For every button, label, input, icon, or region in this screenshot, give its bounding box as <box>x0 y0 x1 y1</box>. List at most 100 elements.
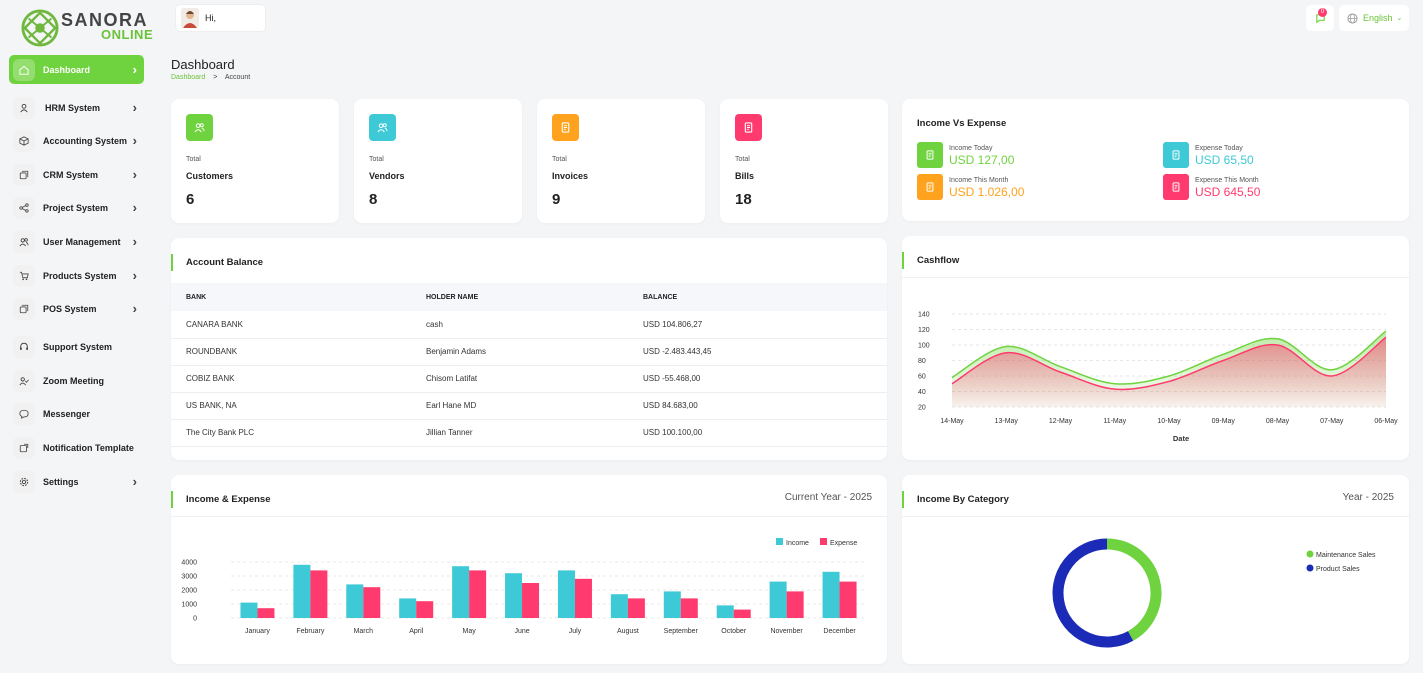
bar-income-october[interactable] <box>716 605 734 618</box>
users-icon <box>19 237 29 246</box>
breadcrumb: Dashboard > Account <box>171 74 250 81</box>
bank-cell: ROUNDBANK <box>171 338 411 366</box>
legend-label: Product Sales <box>1316 566 1360 573</box>
donut-slice-product-sales[interactable] <box>1052 538 1134 648</box>
accent-bar <box>171 491 173 508</box>
stat-card-vendors[interactable]: Total Vendors 8 <box>354 99 522 223</box>
notification-button[interactable]: 0 <box>1306 5 1334 31</box>
sidebar-item-pos-system[interactable]: POS System › <box>9 294 144 323</box>
bar-income-december[interactable] <box>822 571 840 618</box>
bar-income-january[interactable] <box>240 602 258 618</box>
bar-income-november[interactable] <box>769 581 787 618</box>
stat-name: Vendors <box>369 171 405 181</box>
bar-expense-december[interactable] <box>839 581 857 618</box>
cashflow-header: Cashflow <box>902 236 1409 278</box>
bar-income-april[interactable] <box>399 598 417 618</box>
bar-expense-june[interactable] <box>522 583 540 618</box>
sidebar-icon-wrap <box>13 369 35 392</box>
sidebar-item-accounting-system[interactable]: Accounting System › <box>9 126 144 155</box>
table-row[interactable]: The City Bank PLC Jillian Tanner USD 100.1… <box>171 419 887 447</box>
bar-expense-november[interactable] <box>786 591 804 618</box>
bar-expense-september[interactable] <box>680 598 698 618</box>
sidebar-item-dashboard[interactable]: Dashboard › <box>9 55 144 84</box>
y-tick-label: 100 <box>918 343 930 350</box>
breadcrumb-home[interactable]: Dashboard <box>171 74 206 81</box>
donut-slice-maintenance-sales[interactable] <box>1106 538 1162 641</box>
stat-total-label: Total <box>735 156 750 163</box>
bar-expense-may[interactable] <box>469 570 487 618</box>
bar-income-july[interactable] <box>557 570 575 618</box>
sidebar-item-messenger[interactable]: Messenger <box>9 399 144 428</box>
x-tick-label: September <box>664 628 699 635</box>
column-header: HOLDER NAME <box>411 283 628 311</box>
bar-income-february[interactable] <box>293 564 311 618</box>
sidebar-item-user-management[interactable]: User Management › <box>9 227 144 256</box>
x-tick-label: January <box>245 628 270 635</box>
sidebar-item-label: User Management <box>43 236 121 247</box>
y-tick-label: 80 <box>918 358 926 365</box>
bar-expense-january[interactable] <box>257 608 275 618</box>
sidebar-item-crm-system[interactable]: CRM System › <box>9 160 144 189</box>
stat-value: 18 <box>735 191 752 208</box>
bar-expense-october[interactable] <box>733 609 751 618</box>
ie-text: Income Today USD 127,00 <box>949 142 1014 167</box>
sidebar-item-label: Dashboard <box>43 64 91 75</box>
sidebar-item-settings[interactable]: Settings › <box>9 467 144 496</box>
x-tick-label: July <box>569 628 582 635</box>
cashflow-line-1 <box>951 336 1387 391</box>
x-tick-label: November <box>770 628 803 635</box>
bar-income-may[interactable] <box>452 566 470 618</box>
ie-item-income-today: Income Today USD 127,00 <box>917 142 1014 168</box>
sidebar-item-notification-template[interactable]: Notification Template <box>9 433 144 462</box>
bar-expense-august[interactable] <box>627 598 645 618</box>
table-row[interactable]: ROUNDBANK Benjamin Adams USD -2.483.443,45 <box>171 338 887 366</box>
table-row[interactable]: COBIZ BANK Chisom Latifat USD -55.468,00 <box>171 365 887 393</box>
sidebar-icon-wrap <box>13 230 35 253</box>
document-icon <box>744 122 753 133</box>
stat-icon-wrap <box>369 114 396 141</box>
table-row[interactable]: CANARA BANK cash USD 104.806,27 <box>171 311 887 339</box>
sidebar-icon-wrap <box>13 470 35 493</box>
sidebar-item-label: Zoom Meeting <box>43 375 104 386</box>
sidebar-item-zoom-meeting[interactable]: Zoom Meeting <box>9 366 144 395</box>
bar-income-august[interactable] <box>610 594 628 618</box>
x-tick-label: August <box>617 628 639 635</box>
stat-card-bills[interactable]: Total Bills 18 <box>720 99 888 223</box>
balance-cell: USD -55.468,00 <box>628 365 887 393</box>
language-selector[interactable]: English ⌄ <box>1339 5 1409 31</box>
avatar <box>181 8 199 28</box>
x-tick-label: 08-May <box>1266 418 1290 425</box>
sidebar-item-label: Notification Template <box>43 442 134 453</box>
gear-icon <box>19 477 29 486</box>
sidebar-item-products-system[interactable]: Products System › <box>9 261 144 290</box>
stat-value: 6 <box>186 191 195 208</box>
sidebar-item-project-system[interactable]: Project System › <box>9 193 144 222</box>
bar-expense-march[interactable] <box>363 587 381 618</box>
sidebar-item-label: Messenger <box>43 408 91 419</box>
sidebar-item-label: CRM System <box>43 169 99 180</box>
bar-expense-july[interactable] <box>574 578 592 618</box>
bar-income-june[interactable] <box>505 573 523 618</box>
chat-icon <box>19 409 29 419</box>
stat-card-customers[interactable]: Total Customers 6 <box>171 99 339 223</box>
bar-income-september[interactable] <box>663 591 681 618</box>
share-icon <box>19 202 29 213</box>
sidebar-icon-wrap <box>13 335 35 358</box>
x-tick-label: June <box>514 628 529 635</box>
language-label: English <box>1363 13 1393 23</box>
chevron-right-icon: › <box>132 133 137 148</box>
x-tick-label: 11-May <box>1103 418 1126 425</box>
bar-expense-february[interactable] <box>310 570 328 618</box>
sidebar-item-support-system[interactable]: Support System <box>9 332 144 361</box>
bar-income-march[interactable] <box>346 584 364 618</box>
accent-bar <box>902 491 904 508</box>
stat-card-invoices[interactable]: Total Invoices 9 <box>537 99 705 223</box>
bar-expense-april[interactable] <box>416 601 434 618</box>
ie-item-income-this-month: Income This Month USD 1.026,00 <box>917 174 1024 200</box>
income-vs-expense-title: Income Vs Expense <box>917 118 1007 129</box>
ie-item-expense-today: Expense Today USD 65,50 <box>1163 142 1254 168</box>
table-row[interactable]: US BANK, NA Earl Hane MD USD 84.683,00 <box>171 392 887 420</box>
sidebar-item-hrm-system[interactable]: HRM System › <box>9 93 144 122</box>
user-menu[interactable]: Hi, <box>175 4 266 32</box>
brand-sub: ONLINE <box>101 27 154 42</box>
